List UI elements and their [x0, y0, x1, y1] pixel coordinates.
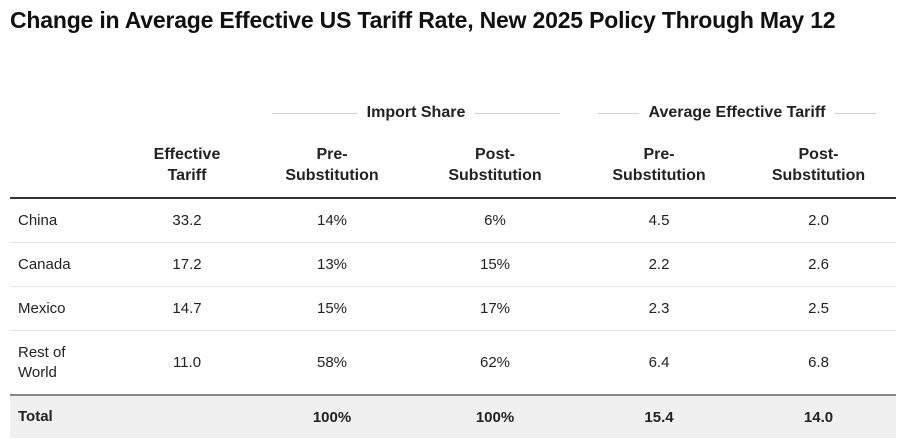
column-header-tariff-post: Post-Substitution	[741, 140, 896, 199]
column-header-text: Post-Substitution	[448, 146, 542, 184]
table-row-mexico: Mexico 14.7 15% 17% 2.3 2.5	[10, 286, 896, 331]
cell-effective-tariff: 17.2	[123, 242, 251, 287]
column-header-text: Pre-Substitution	[612, 146, 706, 184]
cell-tariff-post: 6.8	[741, 330, 896, 396]
column-header-text: Pre-Substitution	[285, 146, 379, 184]
cell-import-pre: 14%	[251, 198, 413, 243]
cell-effective-tariff: 11.0	[123, 330, 251, 396]
group-rule-left	[272, 112, 357, 114]
cell-import-post: 100%	[413, 394, 577, 438]
row-label-text: Rest of World	[18, 343, 66, 381]
cell-tariff-pre: 4.5	[577, 198, 741, 243]
cell-import-post: 62%	[413, 330, 577, 396]
group-header-import-share: Import Share	[272, 102, 560, 124]
group-rule-right	[475, 112, 560, 114]
table-row-rest-of-world: Rest of World 11.0 58% 62% 6.4 6.8	[10, 330, 896, 396]
cell-effective-tariff	[123, 394, 251, 438]
cell-tariff-pre: 15.4	[577, 394, 741, 438]
cell-tariff-post: 2.6	[741, 242, 896, 287]
cell-tariff-post: 14.0	[741, 394, 896, 438]
column-header-import-post: Post-Substitution	[413, 140, 577, 199]
cell-tariff-pre: 2.2	[577, 242, 741, 287]
group-rule-right	[835, 112, 877, 114]
cell-import-post: 17%	[413, 286, 577, 331]
table-row-canada: Canada 17.2 13% 15% 2.2 2.6	[10, 242, 896, 287]
column-header-import-pre: Pre-Substitution	[251, 140, 413, 199]
cell-tariff-post: 2.5	[741, 286, 896, 331]
group-rule-left	[598, 112, 639, 114]
column-header-text: Post-Substitution	[771, 146, 866, 184]
cell-import-pre: 15%	[251, 286, 413, 331]
cell-tariff-pre: 2.3	[577, 286, 741, 331]
cell-import-pre: 13%	[251, 242, 413, 287]
column-header-tariff-pre: Pre-Substitution	[577, 140, 741, 199]
row-label: Canada	[10, 242, 123, 287]
column-header-text: Effective Tariff	[153, 146, 221, 184]
cell-tariff-post: 2.0	[741, 198, 896, 243]
row-label: China	[10, 198, 123, 243]
column-header-effective-tariff: Effective Tariff	[123, 140, 251, 199]
cell-import-pre: 58%	[251, 330, 413, 396]
cell-import-post: 6%	[413, 198, 577, 243]
group-label-import-share: Import Share	[366, 104, 466, 121]
table-row-china: China 33.2 14% 6% 4.5 2.0	[10, 198, 896, 243]
row-label: Total	[10, 394, 123, 438]
row-label: Mexico	[10, 286, 123, 331]
row-label: Rest of World	[10, 330, 123, 396]
header-row: Effective Tariff Pre-Substitution Post-S…	[10, 140, 896, 199]
cell-import-post: 15%	[413, 242, 577, 287]
chart-title: Change in Average Effective US Tariff Ra…	[10, 7, 836, 33]
cell-import-pre: 100%	[251, 394, 413, 438]
group-header-average-effective-tariff: Average Effective Tariff	[598, 102, 877, 124]
cell-tariff-pre: 6.4	[577, 330, 741, 396]
cell-effective-tariff: 14.7	[123, 286, 251, 331]
cell-effective-tariff: 33.2	[123, 198, 251, 243]
table-row-total: Total 100% 100% 15.4 14.0	[10, 394, 896, 438]
column-header-label	[10, 140, 123, 199]
group-label-average-effective-tariff: Average Effective Tariff	[648, 104, 826, 121]
tariff-table: Effective Tariff Pre-Substitution Post-S…	[10, 140, 896, 438]
